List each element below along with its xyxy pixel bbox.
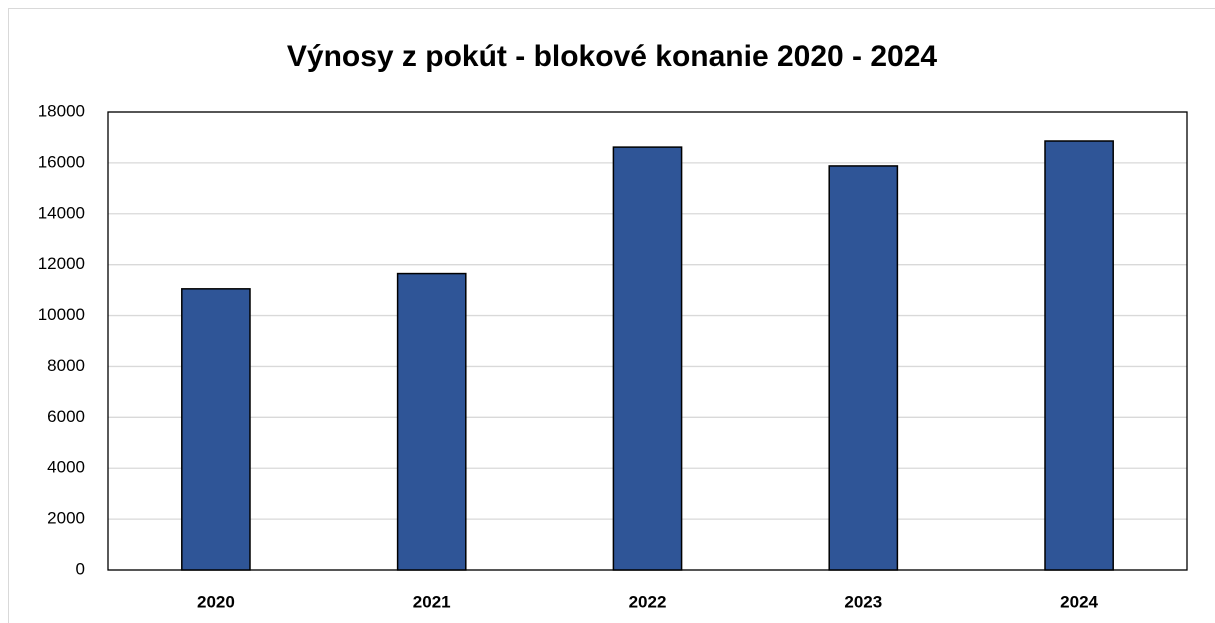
y-tick-label: 12000: [38, 254, 85, 273]
y-tick-label: 6000: [47, 407, 85, 426]
bar: [828, 165, 899, 571]
y-tick-label: 2000: [47, 509, 85, 528]
bar: [612, 146, 683, 571]
x-tick-label: 2023: [844, 592, 882, 611]
y-tick-label: 8000: [47, 356, 85, 375]
chart-title: Výnosy z pokút - blokové konanie 2020 - …: [287, 40, 938, 73]
x-tick-label: 2022: [629, 592, 667, 611]
x-tick-label: 2020: [197, 592, 235, 611]
y-tick-label: 4000: [47, 458, 85, 477]
x-tick-label: 2021: [413, 592, 451, 611]
bar: [1044, 140, 1114, 571]
bar: [396, 272, 467, 571]
y-tick-label: 0: [76, 559, 85, 578]
y-tick-label: 14000: [38, 203, 85, 222]
bar: [181, 288, 251, 571]
x-tick-label: 2024: [1060, 592, 1098, 611]
y-tick-label: 10000: [38, 305, 85, 324]
y-tick-label: 16000: [38, 152, 85, 171]
y-tick-label: 18000: [38, 101, 85, 120]
